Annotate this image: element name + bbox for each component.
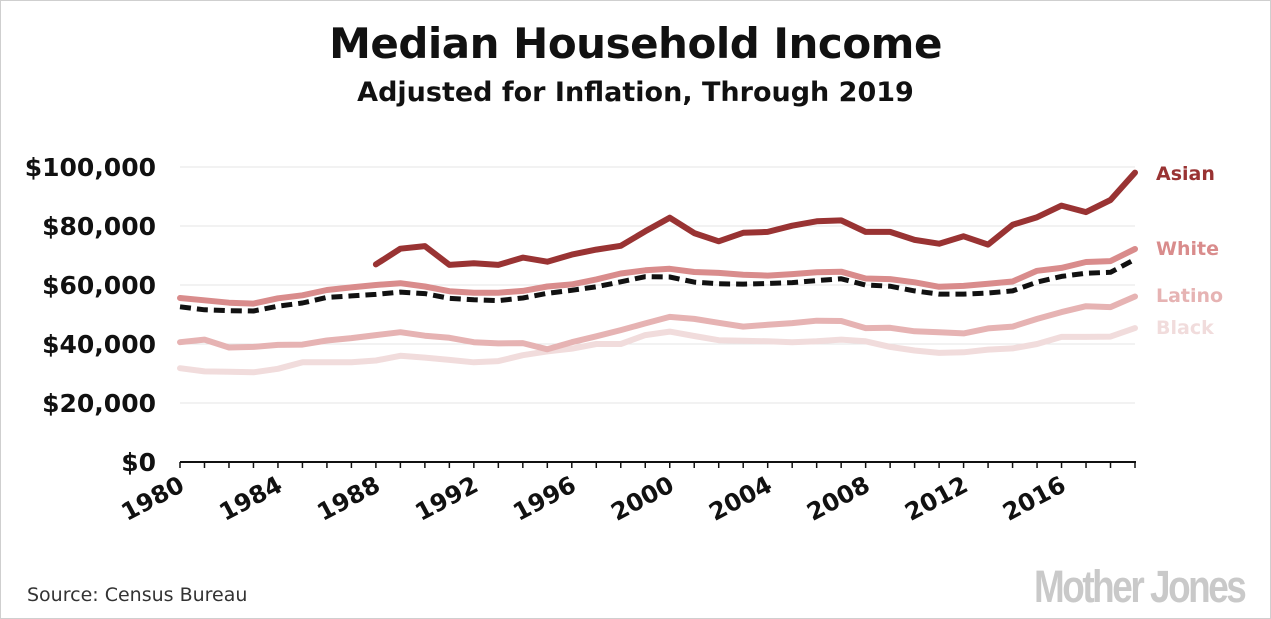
y-tick-label: $100,000: [25, 153, 156, 182]
y-tick-label: $0: [121, 448, 156, 477]
y-tick-label: $60,000: [42, 271, 156, 300]
series-line-all-households: [179, 257, 1137, 314]
x-tick-label: 2012: [900, 471, 972, 527]
x-tick-label: 1984: [215, 471, 287, 527]
series-label-black: Black: [1156, 317, 1214, 339]
series-label-asian: Asian: [1156, 163, 1215, 185]
series-line-white: [177, 246, 1138, 307]
chart-subtitle: Adjusted for Inflation, Through 2019: [357, 77, 914, 108]
x-tick-label: 2000: [606, 471, 678, 527]
source-note: Source: Census Bureau: [27, 584, 248, 606]
series-label-white: White: [1156, 238, 1219, 260]
series-line-latino: [177, 293, 1138, 353]
series-label-latino: Latino: [1156, 285, 1223, 307]
series-line-asian: [372, 169, 1138, 268]
y-tick-label: $20,000: [42, 389, 156, 418]
series-labels: Black Latino White Asian: [1156, 163, 1223, 339]
series-lines: [177, 169, 1138, 376]
x-tick-label: 1980: [117, 471, 189, 527]
y-tick-label: $80,000: [42, 212, 156, 241]
y-tick-label: $40,000: [42, 330, 156, 359]
chart-title: Median Household Income: [329, 19, 942, 68]
x-axis: [179, 461, 1136, 468]
x-tick-label: 1988: [313, 471, 385, 527]
x-tick-label: 1996: [508, 471, 580, 527]
x-tick-label: 2008: [802, 471, 874, 527]
x-axis-tick-labels: 1980 1984 1988 1992 1996 2000 2004 2008 2012 2016: [117, 471, 1071, 527]
x-tick-label: 2004: [704, 471, 776, 527]
x-tick-label: 2016: [998, 471, 1070, 527]
x-tick-label: 1992: [411, 471, 483, 527]
series-line-black: [177, 325, 1138, 376]
y-axis-tick-labels: $0 $20,000 $40,000 $60,000 $80,000 $100,000: [25, 153, 156, 477]
mother-jones-logo: Mother Jones: [1034, 561, 1247, 612]
